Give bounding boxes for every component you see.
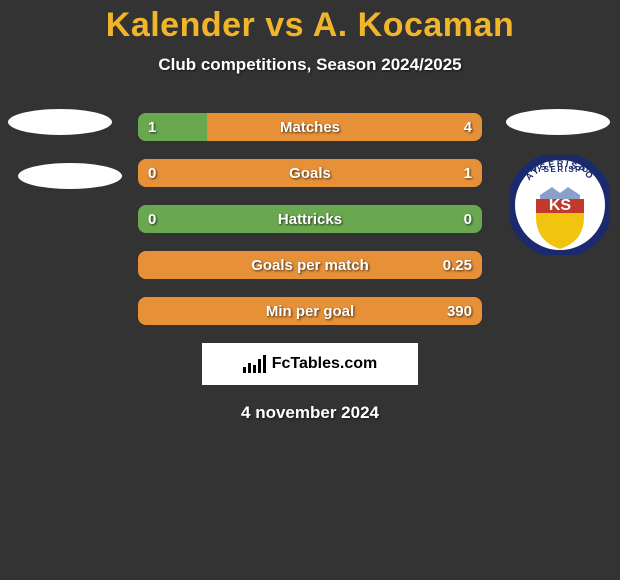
brand-footer[interactable]: FcTables.com [202,343,418,385]
stat-row: 0Goals1 [138,159,482,187]
stat-rows: 1Matches40Goals10Hattricks0Goals per mat… [138,113,482,325]
footer-date: 4 november 2024 [0,403,620,423]
chart-icon [243,355,266,373]
subtitle: Club competitions, Season 2024/2025 [0,55,620,75]
stat-value-right: 0 [464,205,472,233]
stat-row: 0Hattricks0 [138,205,482,233]
stat-label: Hattricks [138,205,482,233]
stat-row: Min per goal390 [138,297,482,325]
logo-mid-text: KS [549,197,572,214]
club-logo-kayserispor: AYSERISPO AYSERISPO KS [510,155,610,255]
stat-value-right: 0.25 [443,251,472,279]
stat-label: Matches [138,113,482,141]
stat-value-right: 4 [464,113,472,141]
player-badge-left-1 [8,109,112,135]
player-badge-left-2 [18,163,122,189]
comparison-chart: AYSERISPO AYSERISPO KS 1Matches40Goals10… [0,113,620,325]
stat-label: Goals [138,159,482,187]
stat-row: 1Matches4 [138,113,482,141]
stat-label: Min per goal [138,297,482,325]
stat-label: Goals per match [138,251,482,279]
page-title: Kalender vs A. Kocaman [0,0,620,45]
brand-text: FcTables.com [272,355,378,373]
stat-row: Goals per match0.25 [138,251,482,279]
logo-arc-text: AYSERISPO [530,165,589,174]
stat-value-right: 390 [447,297,472,325]
player-badge-right [506,109,610,135]
stat-value-right: 1 [464,159,472,187]
